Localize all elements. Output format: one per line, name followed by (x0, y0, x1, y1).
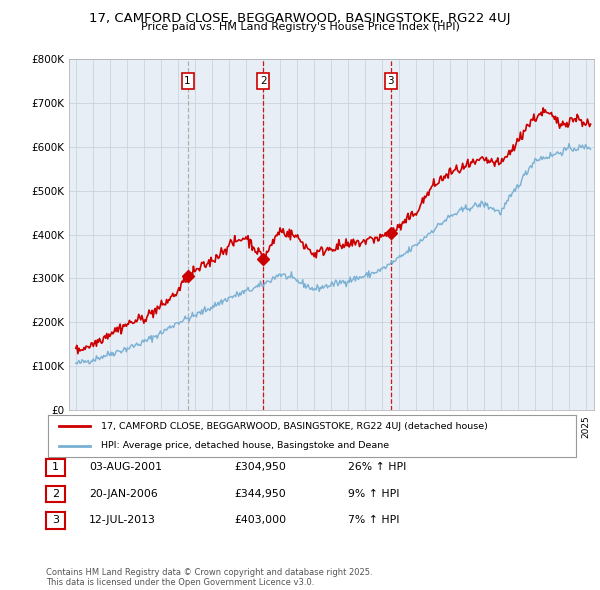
Text: 7% ↑ HPI: 7% ↑ HPI (348, 516, 400, 525)
Text: 2: 2 (260, 76, 266, 86)
Text: 1: 1 (184, 76, 191, 86)
Text: HPI: Average price, detached house, Basingstoke and Deane: HPI: Average price, detached house, Basi… (101, 441, 389, 450)
Text: 9% ↑ HPI: 9% ↑ HPI (348, 489, 400, 499)
Text: 20-JAN-2006: 20-JAN-2006 (89, 489, 158, 499)
Text: 26% ↑ HPI: 26% ↑ HPI (348, 463, 406, 472)
Text: 1: 1 (52, 463, 59, 472)
Text: 03-AUG-2001: 03-AUG-2001 (89, 463, 162, 472)
Text: 2: 2 (52, 489, 59, 499)
Text: Price paid vs. HM Land Registry's House Price Index (HPI): Price paid vs. HM Land Registry's House … (140, 22, 460, 32)
Text: £304,950: £304,950 (234, 463, 286, 472)
Text: 17, CAMFORD CLOSE, BEGGARWOOD, BASINGSTOKE, RG22 4UJ: 17, CAMFORD CLOSE, BEGGARWOOD, BASINGSTO… (89, 12, 511, 25)
Text: Contains HM Land Registry data © Crown copyright and database right 2025.
This d: Contains HM Land Registry data © Crown c… (46, 568, 373, 587)
Text: 3: 3 (388, 76, 394, 86)
Text: £344,950: £344,950 (234, 489, 286, 499)
Text: 3: 3 (52, 516, 59, 525)
Text: 12-JUL-2013: 12-JUL-2013 (89, 516, 155, 525)
Text: £403,000: £403,000 (234, 516, 286, 525)
Text: 17, CAMFORD CLOSE, BEGGARWOOD, BASINGSTOKE, RG22 4UJ (detached house): 17, CAMFORD CLOSE, BEGGARWOOD, BASINGSTO… (101, 422, 488, 431)
